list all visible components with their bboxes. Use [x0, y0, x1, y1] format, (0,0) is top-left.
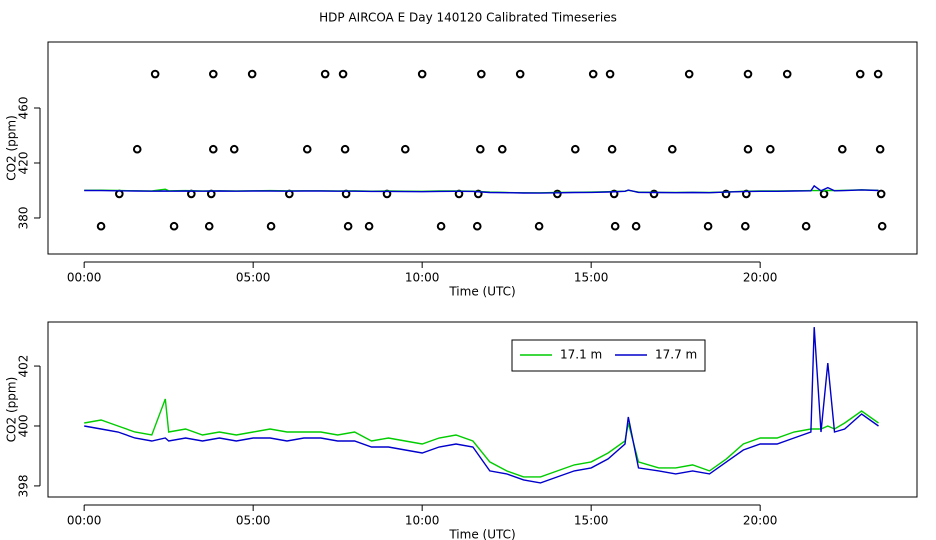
data-point [667, 144, 677, 154]
data-point [570, 144, 580, 154]
legend-label: 17.7 m [655, 348, 697, 362]
y-tick-label: 400 [17, 415, 31, 438]
x-tick-label: 00:00 [67, 514, 102, 528]
data-point [343, 221, 353, 231]
data-point [150, 69, 160, 79]
data-point [96, 221, 106, 231]
data-point [400, 144, 410, 154]
x-tick-label: 20:00 [743, 271, 778, 285]
y-tick-label: 460 [17, 97, 31, 120]
data-point [515, 69, 525, 79]
x-tick-label: 20:00 [743, 514, 778, 528]
data-point [472, 221, 482, 231]
data-point [477, 69, 486, 79]
data-point [338, 69, 348, 79]
data-point [610, 221, 620, 231]
data-point [873, 69, 883, 79]
x-tick-label: 10:00 [405, 514, 440, 528]
data-point [766, 144, 775, 154]
data-point [169, 221, 179, 231]
data-point [877, 221, 887, 231]
data-point [364, 221, 374, 231]
data-point [497, 144, 507, 154]
data-point [743, 144, 753, 154]
data-point [132, 144, 142, 154]
plot-frame [47, 41, 918, 255]
data-point [302, 144, 312, 154]
data-point [819, 189, 829, 199]
data-point [588, 69, 598, 79]
x-axis-label: Time (UTC) [448, 528, 515, 540]
data-point [855, 69, 865, 79]
y-tick-label: 402 [17, 355, 31, 378]
data-point [204, 221, 214, 231]
data-point [649, 189, 659, 199]
data-point [875, 144, 885, 154]
x-tick-label: 15:00 [574, 514, 609, 528]
legend-label: 17.1 m [560, 348, 602, 362]
y-axis-label: CO2 (ppm) [5, 377, 19, 443]
series-line [84, 398, 879, 478]
data-point [743, 69, 753, 79]
data-point [473, 189, 483, 199]
data-point [607, 144, 617, 154]
data-point [609, 189, 619, 199]
series-line [84, 184, 879, 194]
x-tick-label: 00:00 [67, 271, 102, 285]
x-tick-label: 05:00 [236, 271, 271, 285]
data-point [247, 69, 257, 79]
x-tick-label: 15:00 [574, 271, 609, 285]
data-point [229, 144, 239, 154]
x-axis-label: Time (UTC) [448, 285, 515, 299]
data-point [115, 189, 124, 199]
data-point [721, 189, 731, 199]
data-point [534, 221, 544, 231]
data-point [782, 69, 792, 79]
x-tick-label: 10:00 [405, 271, 440, 285]
data-point [340, 144, 350, 154]
data-point [801, 221, 811, 231]
data-point [320, 69, 330, 79]
data-point [208, 144, 218, 154]
y-tick-label: 420 [17, 152, 31, 175]
y-tick-label: 398 [17, 474, 31, 497]
data-point [684, 69, 694, 79]
data-point [476, 144, 485, 154]
data-point [208, 69, 218, 79]
data-point [605, 69, 615, 79]
series-line [84, 327, 879, 484]
data-point [436, 221, 446, 231]
data-point [417, 69, 427, 79]
y-tick-label: 380 [17, 207, 31, 230]
data-point [553, 189, 562, 199]
chart-title: HDP AIRCOA E Day 140120 Calibrated Times… [319, 11, 617, 25]
data-point [266, 221, 276, 231]
x-tick-label: 05:00 [236, 514, 271, 528]
data-point [703, 221, 713, 231]
plot-frame [47, 321, 918, 498]
data-point [876, 189, 886, 199]
y-axis-label: CO2 (ppm) [5, 115, 19, 181]
data-point [838, 144, 847, 154]
data-point [740, 221, 750, 231]
data-point [631, 221, 641, 231]
